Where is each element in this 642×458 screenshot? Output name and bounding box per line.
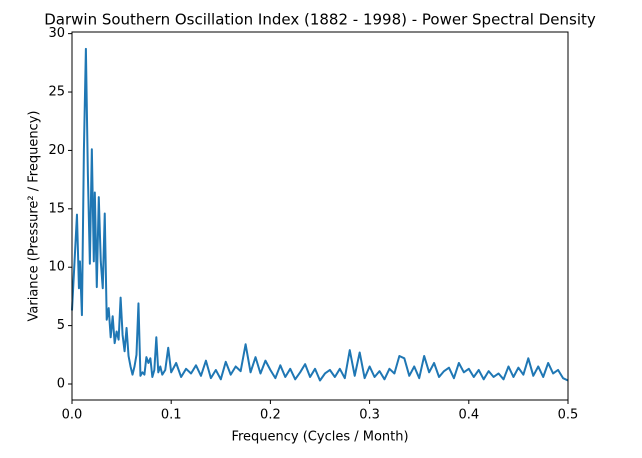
y-tick-label: 10	[48, 260, 65, 275]
x-tick-label: 0.4	[458, 408, 479, 423]
y-tick-label: 20	[48, 143, 65, 158]
x-axis-label: Frequency (Cycles / Month)	[231, 430, 408, 445]
data-line	[71, 47, 569, 382]
x-tick-label: 0.0	[62, 408, 83, 423]
y-tick-label: 0	[57, 377, 65, 392]
y-tick-label: 15	[48, 201, 65, 216]
x-tick-label: 0.3	[359, 408, 380, 423]
axes-frame	[71, 31, 569, 401]
x-tick-label: 0.5	[558, 408, 579, 423]
x-tick-label: 0.1	[161, 408, 182, 423]
chart-title: Darwin Southern Oscillation Index (1882 …	[44, 11, 596, 29]
x-tick-label: 0.2	[260, 408, 281, 423]
y-tick-label: 5	[57, 318, 65, 333]
y-tick-label: 25	[48, 85, 65, 100]
y-tick-label: 30	[48, 26, 65, 41]
y-axis-label: Variance (Pressure² / Frequency)	[27, 111, 42, 322]
